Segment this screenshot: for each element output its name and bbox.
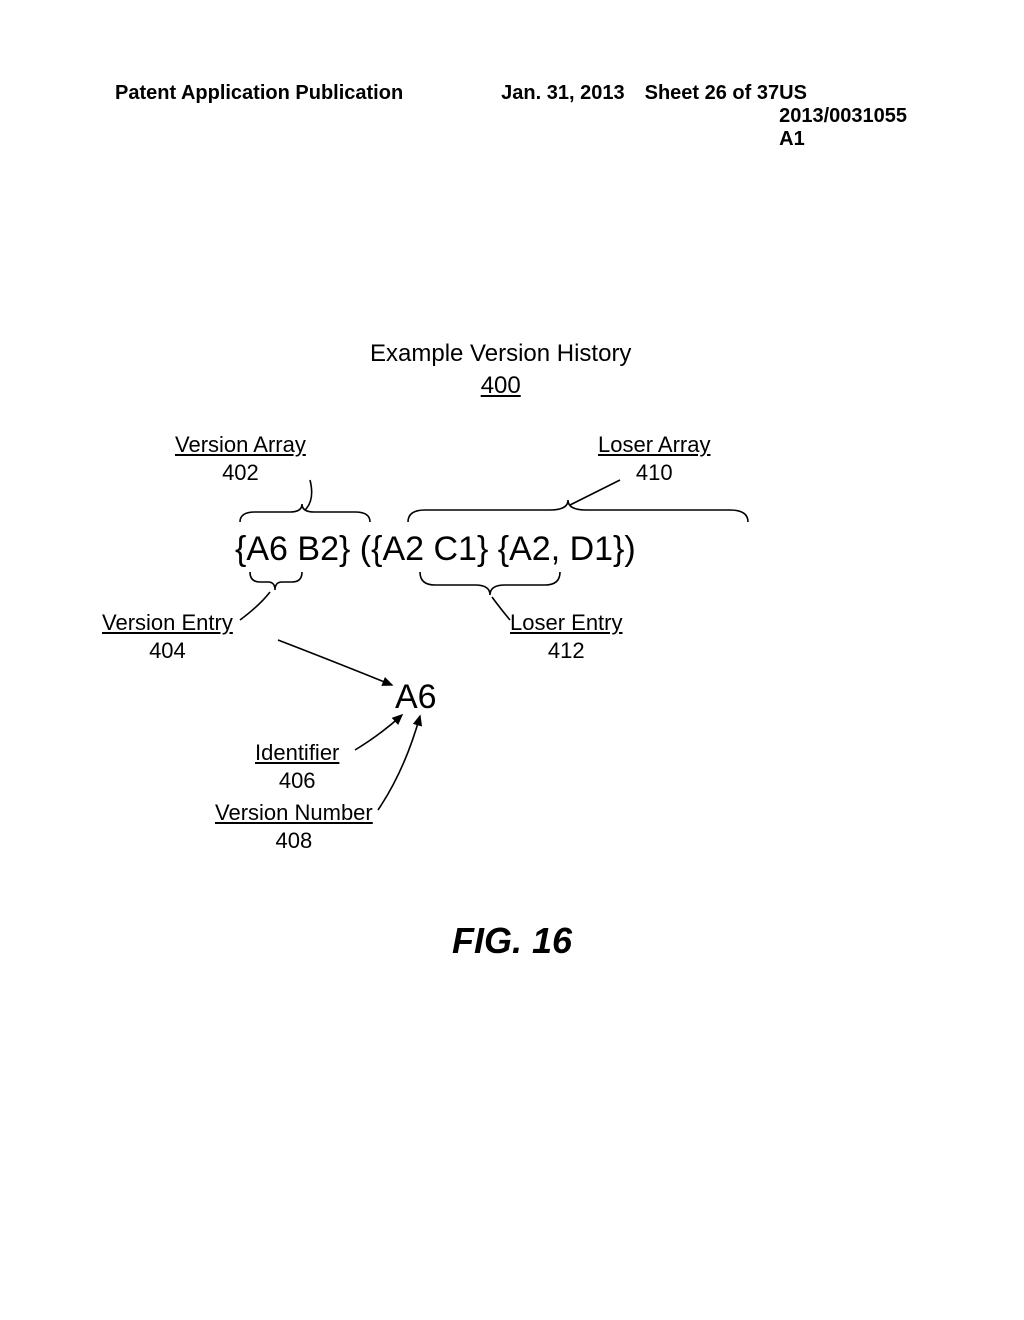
label-identifier-ref: 406 (255, 768, 339, 794)
label-loser-array-ref: 410 (598, 460, 711, 486)
label-version-number: Version Number 408 (215, 800, 373, 854)
label-version-entry-text: Version Entry (102, 610, 233, 635)
label-loser-entry-ref: 412 (510, 638, 623, 664)
label-version-array: Version Array 402 (175, 432, 306, 486)
header-publication: Patent Application Publication (115, 82, 403, 151)
label-version-entry-ref: 404 (102, 638, 233, 664)
label-version-array-ref: 402 (175, 460, 306, 486)
label-version-number-text: Version Number (215, 800, 373, 825)
label-loser-array-text: Loser Array (598, 432, 711, 457)
label-version-array-text: Version Array (175, 432, 306, 457)
header-pubnum: US 2013/0031055 A1 (779, 82, 924, 151)
label-loser-entry: Loser Entry 412 (510, 610, 623, 664)
page-header: Patent Application Publication Jan. 31, … (0, 0, 1024, 151)
detail-token: A6 (395, 678, 437, 717)
diagram-title-ref: 400 (481, 372, 521, 400)
label-version-number-ref: 408 (215, 828, 373, 854)
main-expression: {A6 B2} ({A2 C1} {A2, D1}) (235, 530, 636, 569)
diagram-title-block: Example Version History 400 (370, 340, 631, 400)
header-date: Jan. 31, 2013 (501, 82, 624, 151)
diagram: Example Version History 400 Version Arra… (120, 340, 900, 990)
label-version-entry: Version Entry 404 (102, 610, 233, 664)
figure-caption: FIG. 16 (0, 920, 1024, 962)
label-identifier-text: Identifier (255, 740, 339, 765)
label-loser-entry-text: Loser Entry (510, 610, 623, 635)
label-identifier: Identifier 406 (255, 740, 339, 794)
diagram-title: Example Version History (370, 340, 631, 368)
header-sheet: Sheet 26 of 37 (645, 82, 780, 151)
label-loser-array: Loser Array 410 (598, 432, 711, 486)
